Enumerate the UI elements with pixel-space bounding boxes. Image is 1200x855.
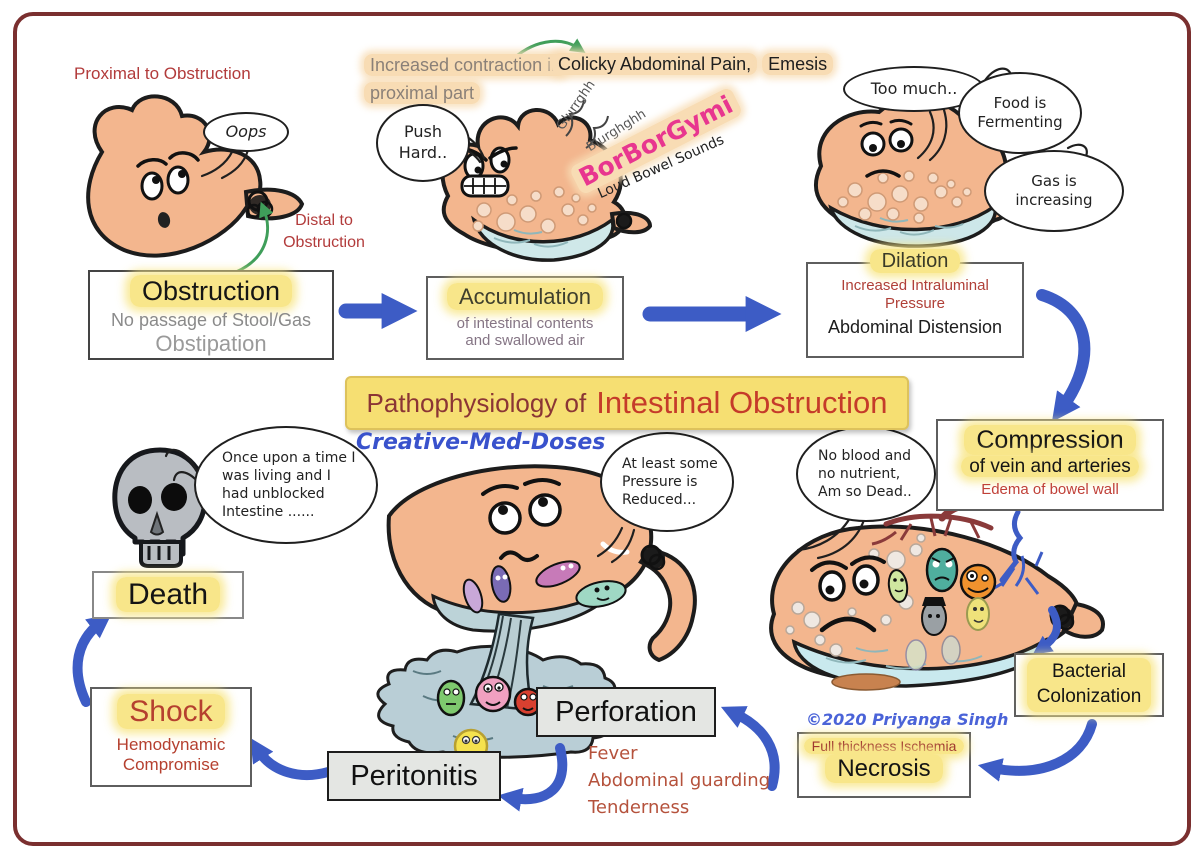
perforation-symptoms: Fever Abdominal guarding Tenderness [588,740,770,821]
diagram-title: Pathophysiology of Intestinal Obstructio… [345,376,909,430]
perforation-box: Perforation [536,687,716,737]
proximal-label: Proximal to Obstruction [74,64,251,83]
shock-box: Shock Hemodynamic Compromise [90,687,252,787]
gas-bubble: Gas is increasing [984,150,1124,232]
oops-bubble: Oops [203,112,289,152]
intestine-dilation-cartoon [813,97,1035,248]
colicky-pain-label: Colicky Abdominal Pain, Emesis [552,53,834,75]
symptom-guarding: Abdominal guarding [588,770,771,791]
push-hard-bubble: Push Hard.. [376,104,470,182]
title-main: Intestinal Obstruction [596,385,888,420]
dilation-box: Dilation Increased Intraluminal Pressure… [806,249,1024,358]
pressure-reduced-bubble: At least some Pressure is Reduced... [600,432,734,532]
skull-cartoon [112,447,208,568]
bacterial-colonization-box: Bacterial Colonization [1014,653,1164,717]
no-blood-bubble: No blood and no nutrient, Am so Dead.. [796,426,936,522]
peritonitis-box: Peritonitis [327,751,501,801]
intestine-contraction-cartoon [440,99,653,262]
increased-contraction-label: Increased contraction in proximal part [364,52,568,108]
obstruction-box: Obstruction No passage of Stool/Gas Obst… [88,270,334,360]
intestine-obstruction-cartoon [86,94,305,258]
accumulation-box: Accumulation of intestinal contents and … [426,276,624,360]
distal-label: Distal to Obstruction [283,212,365,251]
death-box: Death [92,571,244,619]
fermenting-bubble: Food is Fermenting [958,72,1082,154]
symptom-tenderness: Tenderness [588,797,690,818]
symptom-fever: Fever [588,743,638,764]
frame-border [13,12,1191,846]
skull-bubble: Once upon a time I was living and I had … [194,426,378,544]
necrosis-box: Full thickness Ischemia Necrosis [797,732,971,798]
copyright-label: ©2020 Priyanga Singh [806,710,1009,729]
compression-box: Compression of vein and arteries Edema o… [936,419,1164,511]
credit-label: Creative-Med-Doses [356,430,606,455]
title-prefix: Pathophysiology of [366,387,587,418]
